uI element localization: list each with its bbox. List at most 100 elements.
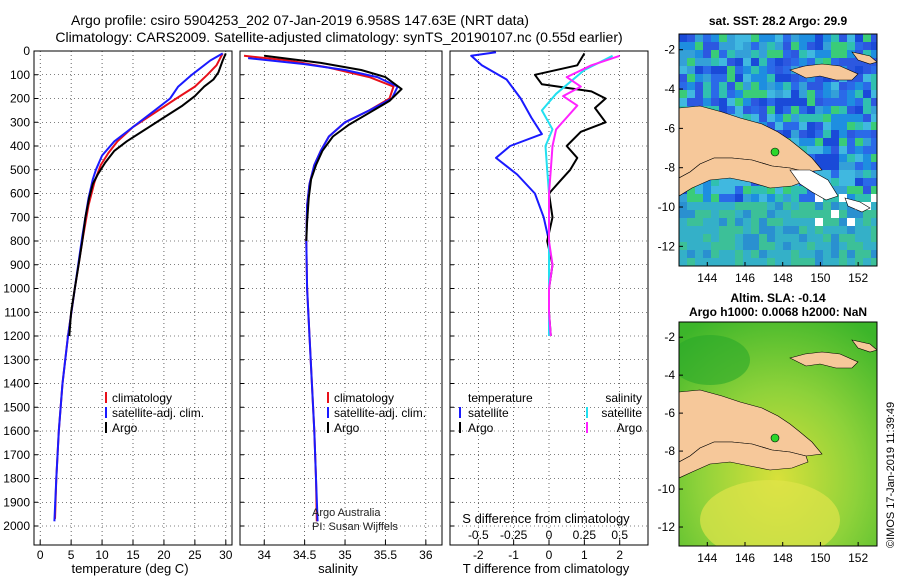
sst-cell	[719, 202, 727, 210]
series-line-argo	[68, 52, 227, 337]
sst-cell	[743, 194, 751, 202]
title-line-1: Argo profile: csiro 5904253_202 07-Jan-2…	[71, 12, 529, 28]
x-tick-label: 34.5	[293, 548, 317, 562]
sst-cell	[815, 74, 823, 82]
sst-cell	[735, 178, 743, 186]
sst-cell	[815, 170, 823, 178]
map-x-tick-label: 146	[735, 551, 755, 565]
sst-cell	[687, 42, 695, 50]
sst-cell	[767, 34, 775, 42]
sst-cell	[759, 250, 767, 258]
sst-cell	[823, 82, 831, 90]
sst-cell	[695, 234, 703, 242]
sst-cell	[823, 146, 831, 154]
sst-cell	[815, 258, 823, 266]
sst-cell	[863, 50, 871, 58]
sst-cell	[807, 202, 815, 210]
sst-cell	[751, 218, 759, 226]
sst-cell	[831, 154, 839, 162]
sst-cell	[719, 34, 727, 42]
map-y-tick-label: -4	[664, 368, 675, 382]
map-x-tick-label: 148	[773, 271, 793, 285]
sst-cell	[695, 58, 703, 66]
sla-high-patch	[700, 480, 840, 546]
sst-cell	[855, 122, 863, 130]
sst-cell	[823, 242, 831, 250]
sla-map	[679, 322, 877, 546]
sst-cell	[743, 34, 751, 42]
sst-cell	[743, 186, 751, 194]
sst-cell	[679, 58, 687, 66]
sst-cell	[719, 258, 727, 266]
sst-cell	[791, 202, 799, 210]
sst-cell	[703, 50, 711, 58]
sst-cell	[839, 122, 847, 130]
series-line-s-satellite	[540, 54, 614, 336]
sst-cell	[847, 122, 855, 130]
sst-cell	[783, 42, 791, 50]
sst-cell	[719, 58, 727, 66]
sst-cell	[751, 234, 759, 242]
sst-cell	[839, 250, 847, 258]
sst-cell	[743, 106, 751, 114]
sst-cell	[703, 202, 711, 210]
sst-cell	[719, 82, 727, 90]
sst-cell	[679, 218, 687, 226]
sst-cell	[815, 114, 823, 122]
difference-legend: temperature satellite Argo salinity sate…	[459, 391, 642, 435]
sst-cell	[847, 90, 855, 98]
map-x-tick-label: 146	[735, 271, 755, 285]
sst-cell	[807, 82, 815, 90]
sst-cell	[863, 194, 871, 202]
sst-cell	[855, 106, 863, 114]
sst-cell	[831, 250, 839, 258]
sst-cell	[711, 82, 719, 90]
map-y-tick-label: -6	[664, 121, 675, 135]
x-tick-label: -2	[473, 548, 484, 562]
x-tick-label: 1	[581, 548, 588, 562]
sst-cell	[863, 210, 871, 218]
sst-cell	[775, 122, 783, 130]
land-new-britain	[789, 351, 859, 369]
sst-cell	[807, 218, 815, 226]
sst-cell	[735, 210, 743, 218]
sst-cell	[799, 42, 807, 50]
sst-cell	[871, 138, 877, 146]
sst-cell	[687, 226, 695, 234]
temperature-x-label: temperature (deg C)	[71, 561, 188, 576]
sst-cell	[807, 194, 815, 202]
series-line-s-argo	[548, 54, 621, 337]
sst-cell	[703, 242, 711, 250]
sst-cell	[863, 90, 871, 98]
sst-cell	[727, 66, 735, 74]
sst-cell	[871, 234, 877, 242]
sst-cell	[743, 210, 751, 218]
sst-cell	[831, 34, 839, 42]
sst-cell	[847, 226, 855, 234]
sst-cell	[815, 146, 823, 154]
sst-cell	[863, 170, 871, 178]
sst-cell	[807, 122, 815, 130]
sst-cell	[871, 82, 877, 90]
sst-cell	[871, 162, 877, 170]
map-x-tick-label: 152	[848, 551, 868, 565]
sst-cell	[767, 122, 775, 130]
sst-cell	[871, 34, 877, 42]
series-line-satellite-adj-clim-	[53, 52, 224, 522]
sst-cell	[831, 114, 839, 122]
sst-cell	[759, 58, 767, 66]
sst-cell	[815, 90, 823, 98]
sst-cell	[839, 186, 847, 194]
sst-cell	[703, 186, 711, 194]
sst-cell	[831, 170, 839, 178]
profile-lines	[53, 51, 621, 522]
sst-cell	[695, 186, 703, 194]
sst-cell	[783, 218, 791, 226]
sst-cell	[767, 98, 775, 106]
diff-series-group	[470, 51, 621, 337]
y-tick-label: 2000	[3, 519, 30, 533]
sst-cell	[767, 74, 775, 82]
sst-cell	[783, 58, 791, 66]
sst-cell	[807, 42, 815, 50]
sst-cell	[791, 218, 799, 226]
